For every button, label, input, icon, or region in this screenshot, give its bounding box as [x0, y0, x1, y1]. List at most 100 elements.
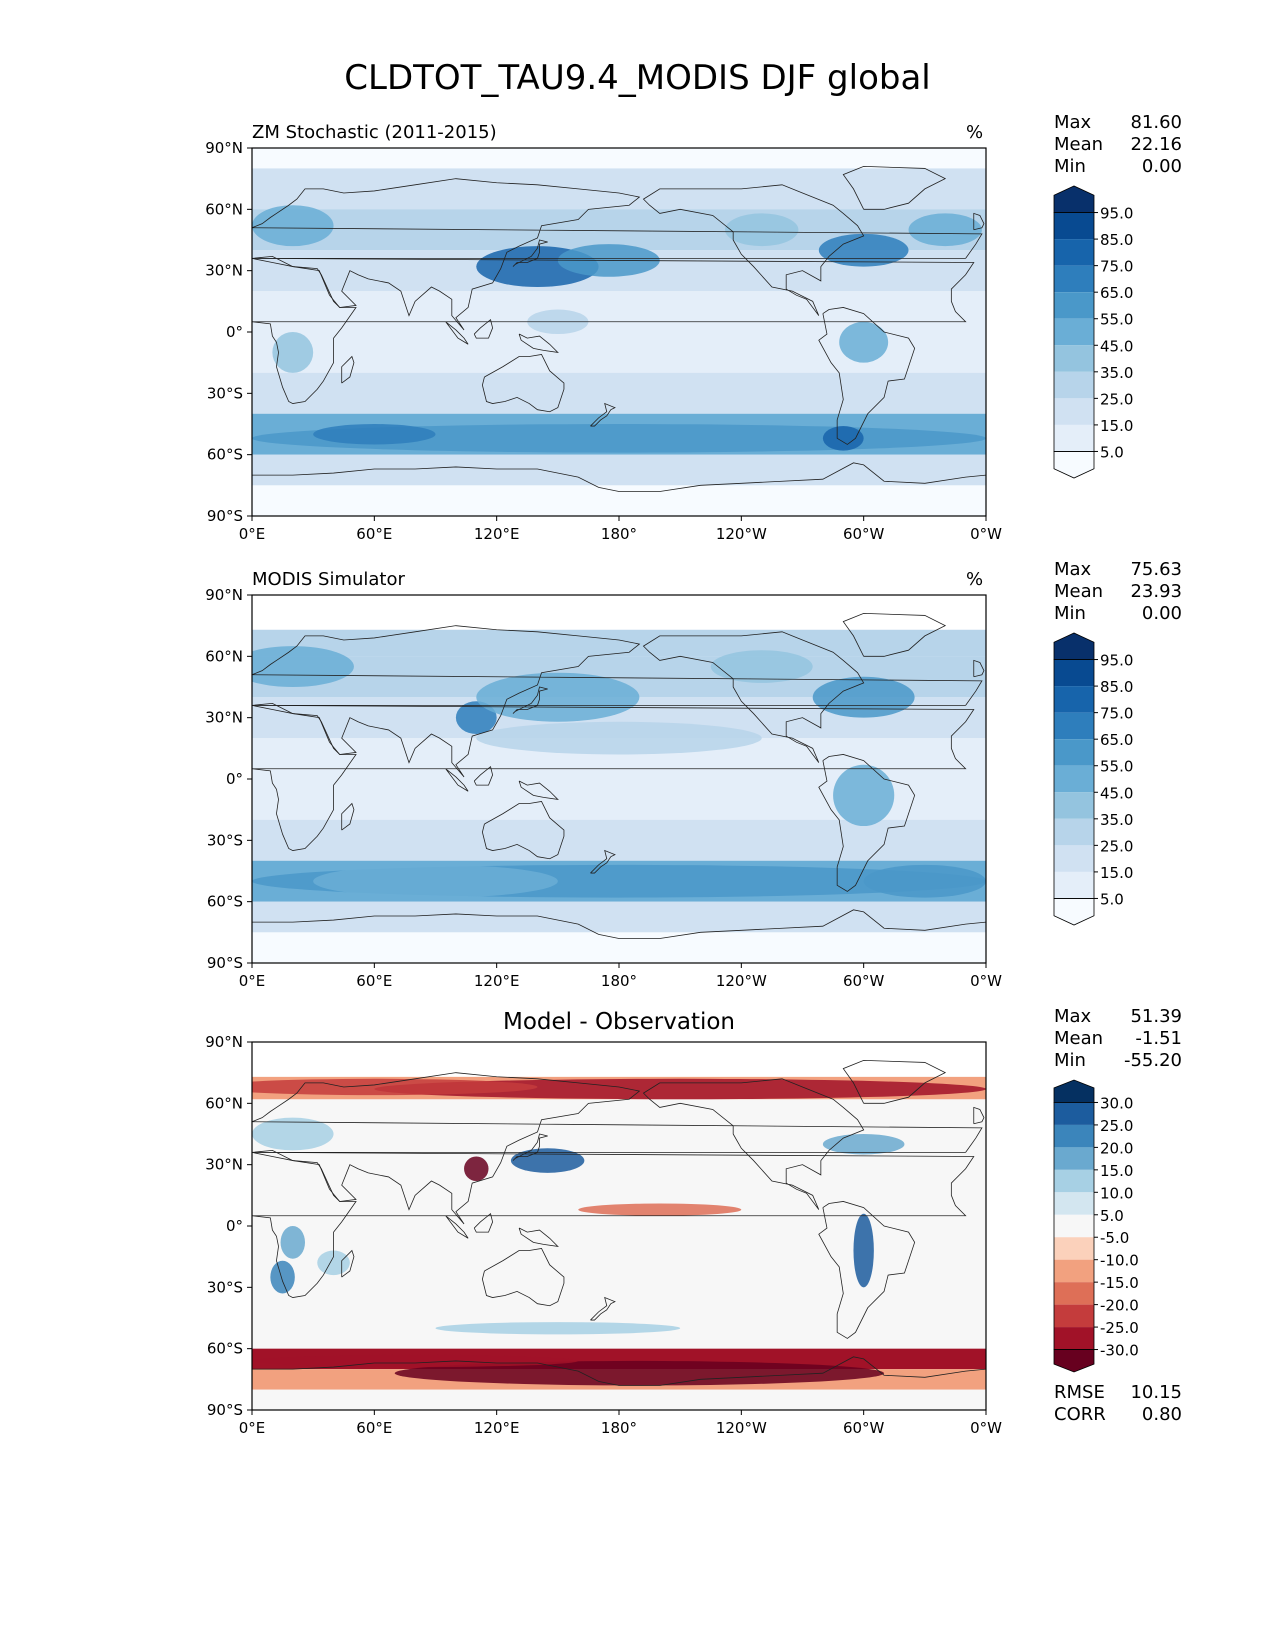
map-svg: 0°E 60°E 120°E 180° 120°W 60°W 0°W 90°N 60°N 30°N…	[205, 586, 1133, 990]
y-tick-label: 0°	[226, 323, 243, 341]
x-tick-label: 120°E	[474, 525, 520, 543]
colorbar-label: 85.0	[1100, 678, 1133, 696]
coastline	[973, 1106, 985, 1125]
y-tick-label: 90°N	[205, 586, 243, 604]
panel-title: ZM Stochastic (2011-2015)	[252, 122, 497, 143]
figure-title: CLDTOT_TAU9.4_MODIS DJF global	[344, 58, 931, 98]
colorbar-label: 95.0	[1100, 205, 1133, 223]
stats-block: Max 51.39 Mean -1.51 Min -55.20	[1054, 1006, 1182, 1072]
y-tick-label: 90°S	[207, 1401, 243, 1419]
lat-band	[252, 932, 986, 963]
colorbar-segment	[1054, 318, 1094, 346]
field-feature	[435, 1322, 681, 1335]
colorbar-segment	[1054, 712, 1094, 740]
stat-value: 23.93	[1130, 581, 1182, 602]
lat-band	[252, 148, 986, 169]
colorbar-segment	[1054, 265, 1094, 293]
colorbar-segment	[1054, 845, 1094, 872]
colorbar-label: 75.0	[1100, 705, 1133, 723]
lat-band	[252, 485, 986, 516]
colorbar-label: 85.0	[1100, 231, 1133, 249]
colorbar-label: 20.0	[1100, 1139, 1133, 1157]
field-feature	[510, 1148, 585, 1173]
coastline	[473, 766, 494, 786]
colorbar-label: 45.0	[1100, 337, 1133, 355]
colorbar-label: 15.0	[1100, 1162, 1133, 1180]
stats-block: Max 81.60 Mean 22.16 Min 0.00	[1054, 112, 1182, 178]
colorbar-segment	[1054, 292, 1094, 319]
y-tick-label: 30°N	[205, 1156, 243, 1174]
stat-row: Max 81.60	[1054, 112, 1182, 134]
colorbar-label: -20.0	[1100, 1297, 1139, 1315]
y-tick-label: 30°S	[207, 1278, 243, 1296]
y-tick-label: 0°	[226, 770, 243, 788]
coastline	[512, 686, 548, 714]
map-field	[252, 148, 986, 516]
x-tick-label: 0°E	[239, 525, 266, 543]
coastline	[842, 1059, 947, 1104]
field-feature	[280, 1226, 306, 1259]
y-tick-label: 60°S	[207, 893, 243, 911]
x-tick-label: 0°W	[970, 525, 1002, 543]
stat-row: Min 0.00	[1054, 603, 1182, 625]
colorbar-segment	[1054, 1192, 1094, 1215]
colorbar-label: 30.0	[1100, 1094, 1133, 1112]
y-tick-label: 30°N	[205, 262, 243, 280]
colorbar-segment	[1054, 239, 1094, 266]
colorbar-segment	[1054, 1169, 1094, 1193]
colorbar-frame	[1053, 659, 1095, 899]
stat-row: Min -55.20	[1054, 1050, 1182, 1072]
coastline	[973, 659, 985, 678]
coastline	[642, 631, 865, 763]
y-tick-label: 60°N	[205, 647, 243, 665]
x-tick-label: 120°E	[474, 972, 520, 990]
y-tick-label: 30°S	[207, 384, 243, 402]
panel-title: Model - Observation	[502, 1009, 736, 1035]
stat-key: CORR	[1054, 1404, 1106, 1425]
x-tick-label: 60°W	[843, 525, 885, 543]
colorbar-segment	[1054, 1327, 1094, 1350]
colorbar-segment	[1054, 1259, 1094, 1283]
coastline	[252, 625, 983, 778]
colorbar-extend-top	[1053, 185, 1095, 213]
coastline	[512, 239, 548, 267]
colorbar-label: 5.0	[1100, 443, 1124, 461]
colorbar-label: 25.0	[1100, 1117, 1133, 1135]
coastline	[252, 1149, 975, 1298]
coastline	[445, 321, 469, 345]
coastline	[252, 1356, 986, 1386]
coastline	[252, 255, 975, 404]
colorbar-label: 25.0	[1100, 390, 1133, 408]
colorbar-label: 35.0	[1100, 364, 1133, 382]
x-tick-label: 180°	[601, 525, 637, 543]
colorbar-label: -5.0	[1100, 1229, 1129, 1247]
field-feature	[464, 1156, 489, 1182]
field-feature	[252, 1078, 538, 1096]
field-feature	[839, 321, 889, 363]
colorbar-label: 5.0	[1100, 1207, 1124, 1225]
no-data-cap	[252, 595, 986, 630]
colorbar-label: 10.0	[1100, 1184, 1133, 1202]
colorbar-segment	[1054, 1282, 1094, 1305]
colorbar-segment	[1054, 1214, 1094, 1238]
colorbar-segment	[1054, 818, 1094, 846]
panel-title: MODIS Simulator	[252, 569, 405, 590]
colorbar-extend-bottom	[1053, 1349, 1095, 1373]
field-feature	[272, 332, 314, 373]
stat-key: Min	[1054, 156, 1086, 177]
y-tick-label: 60°S	[207, 446, 243, 464]
coastline	[818, 1201, 916, 1339]
colorbar-label: -15.0	[1100, 1274, 1139, 1292]
field-feature	[833, 764, 895, 827]
colorbar-label: 5.0	[1100, 890, 1124, 908]
y-tick-label: 60°S	[207, 1340, 243, 1358]
stat-row: Mean 22.16	[1054, 134, 1182, 156]
stat-value: 0.80	[1141, 1404, 1182, 1425]
colorbar-segment	[1054, 1124, 1094, 1148]
field-feature	[455, 701, 497, 735]
coastline	[642, 184, 865, 316]
colorbar-segment	[1054, 212, 1094, 240]
colorbar-segment	[1054, 371, 1094, 399]
stat-row: CORR 0.80	[1054, 1404, 1182, 1426]
lat-band	[252, 819, 986, 861]
